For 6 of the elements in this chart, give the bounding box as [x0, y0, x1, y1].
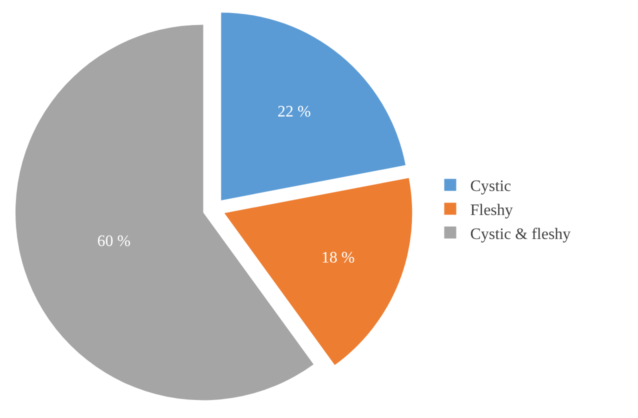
legend-label: Cystic & fleshy	[470, 226, 571, 243]
data-label: 22 %	[278, 103, 311, 120]
legend-label: Fleshy	[470, 202, 513, 219]
data-label: 18 %	[321, 250, 355, 267]
data-label: 60 %	[97, 232, 131, 250]
legend-label: Cystic	[470, 178, 512, 196]
